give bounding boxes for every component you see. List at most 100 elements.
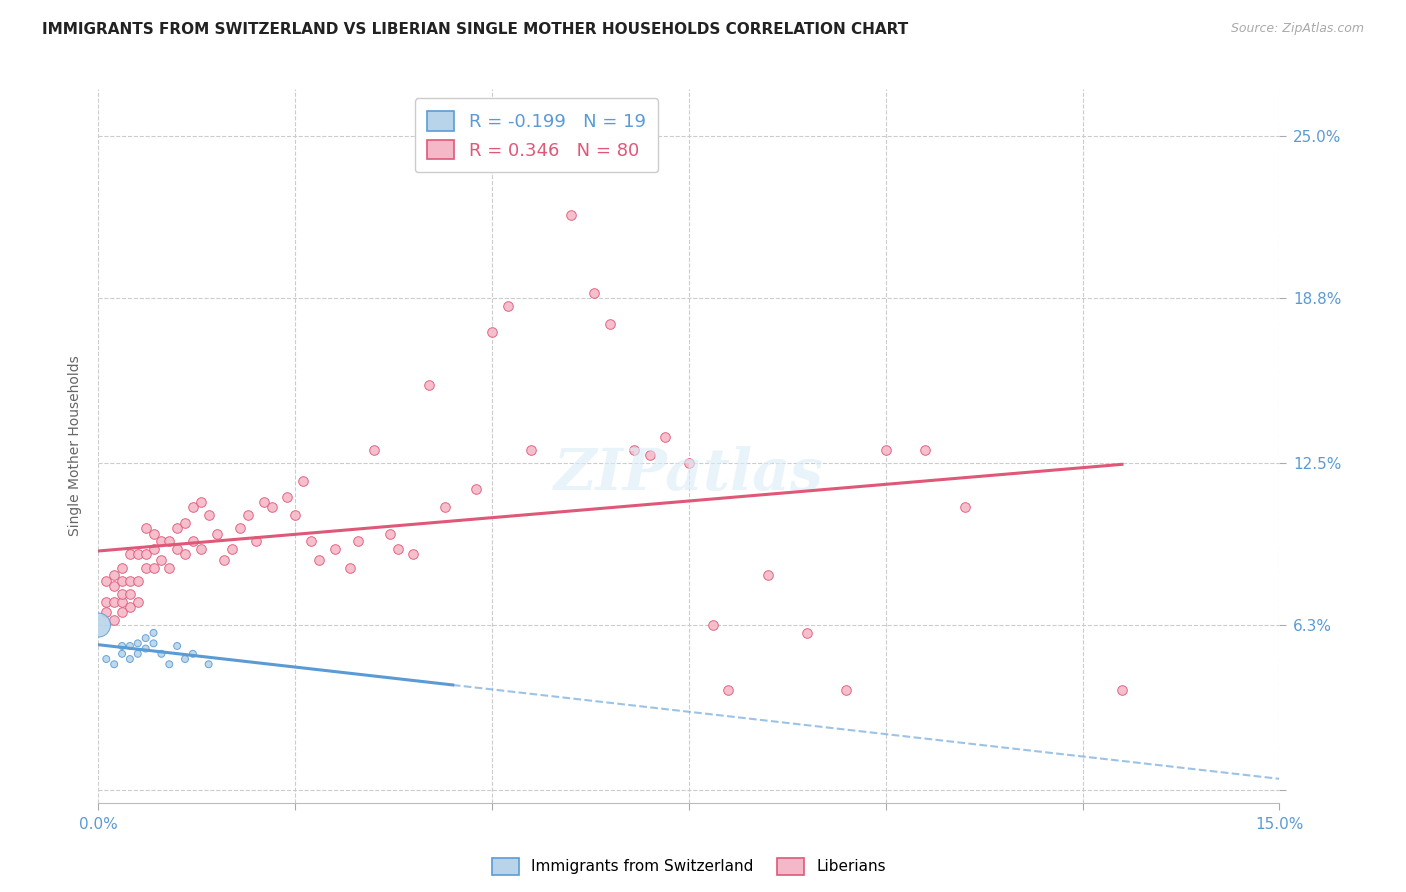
Point <box>135 560 157 574</box>
Point <box>717 683 740 698</box>
Point <box>678 456 700 470</box>
Point <box>103 594 125 608</box>
Point <box>796 626 818 640</box>
Point <box>387 542 409 557</box>
Point <box>875 442 897 457</box>
Point <box>835 683 858 698</box>
Point <box>190 542 212 557</box>
Point <box>339 560 361 574</box>
Point <box>166 521 188 535</box>
Point <box>103 613 125 627</box>
Point <box>157 560 180 574</box>
Point <box>520 442 543 457</box>
Point <box>299 534 322 549</box>
Y-axis label: Single Mother Households: Single Mother Households <box>69 356 83 536</box>
Point <box>111 574 134 588</box>
Point <box>111 639 134 653</box>
Point <box>103 568 125 582</box>
Point <box>142 626 165 640</box>
Point <box>181 534 204 549</box>
Point <box>914 442 936 457</box>
Point <box>111 587 134 601</box>
Point <box>654 430 676 444</box>
Point <box>118 599 141 614</box>
Point <box>284 508 307 523</box>
Point <box>197 508 219 523</box>
Point <box>142 526 165 541</box>
Point <box>221 542 243 557</box>
Point <box>253 495 276 509</box>
Point <box>166 542 188 557</box>
Point <box>96 652 118 666</box>
Point <box>118 587 141 601</box>
Point <box>127 636 149 650</box>
Point <box>127 574 149 588</box>
Point <box>157 657 180 672</box>
Point <box>378 526 401 541</box>
Point <box>135 631 157 645</box>
Point <box>1111 683 1133 698</box>
Point <box>103 657 125 672</box>
Point <box>197 657 219 672</box>
Point <box>127 594 149 608</box>
Point <box>96 574 118 588</box>
Point <box>481 326 503 340</box>
Point <box>150 534 173 549</box>
Point <box>236 508 259 523</box>
Point <box>347 534 370 549</box>
Point <box>638 448 661 462</box>
Point <box>118 639 141 653</box>
Point <box>363 442 385 457</box>
Point <box>142 542 165 557</box>
Point <box>135 548 157 562</box>
Point <box>599 318 621 332</box>
Text: IMMIGRANTS FROM SWITZERLAND VS LIBERIAN SINGLE MOTHER HOUSEHOLDS CORRELATION CHA: IMMIGRANTS FROM SWITZERLAND VS LIBERIAN … <box>42 22 908 37</box>
Point <box>135 521 157 535</box>
Point <box>111 605 134 619</box>
Point <box>245 534 267 549</box>
Point <box>756 568 779 582</box>
Point <box>496 299 519 313</box>
Point <box>276 490 298 504</box>
Point <box>181 500 204 515</box>
Point <box>623 442 645 457</box>
Point <box>142 560 165 574</box>
Point <box>87 618 110 632</box>
Point <box>118 574 141 588</box>
Point <box>118 652 141 666</box>
Point <box>111 560 134 574</box>
Point <box>174 548 197 562</box>
Point <box>111 647 134 661</box>
Point <box>560 208 582 222</box>
Point <box>402 548 425 562</box>
Point <box>166 639 188 653</box>
Point <box>229 521 252 535</box>
Point <box>418 377 440 392</box>
Point <box>205 526 228 541</box>
Point <box>118 548 141 562</box>
Point <box>702 618 724 632</box>
Point <box>433 500 456 515</box>
Point <box>323 542 346 557</box>
Point <box>96 594 118 608</box>
Text: Source: ZipAtlas.com: Source: ZipAtlas.com <box>1230 22 1364 36</box>
Point <box>174 516 197 530</box>
Point <box>260 500 283 515</box>
Point <box>150 647 173 661</box>
Text: ZIPatlas: ZIPatlas <box>554 446 824 503</box>
Point <box>127 548 149 562</box>
Legend: Immigrants from Switzerland, Liberians: Immigrants from Switzerland, Liberians <box>485 852 893 880</box>
Point <box>292 475 315 489</box>
Point <box>135 641 157 656</box>
Point <box>190 495 212 509</box>
Point <box>181 647 204 661</box>
Point <box>111 594 134 608</box>
Point <box>308 552 330 566</box>
Point <box>142 636 165 650</box>
Point <box>157 534 180 549</box>
Point <box>127 647 149 661</box>
Point <box>583 286 606 301</box>
Point <box>103 579 125 593</box>
Point <box>953 500 976 515</box>
Point <box>96 605 118 619</box>
